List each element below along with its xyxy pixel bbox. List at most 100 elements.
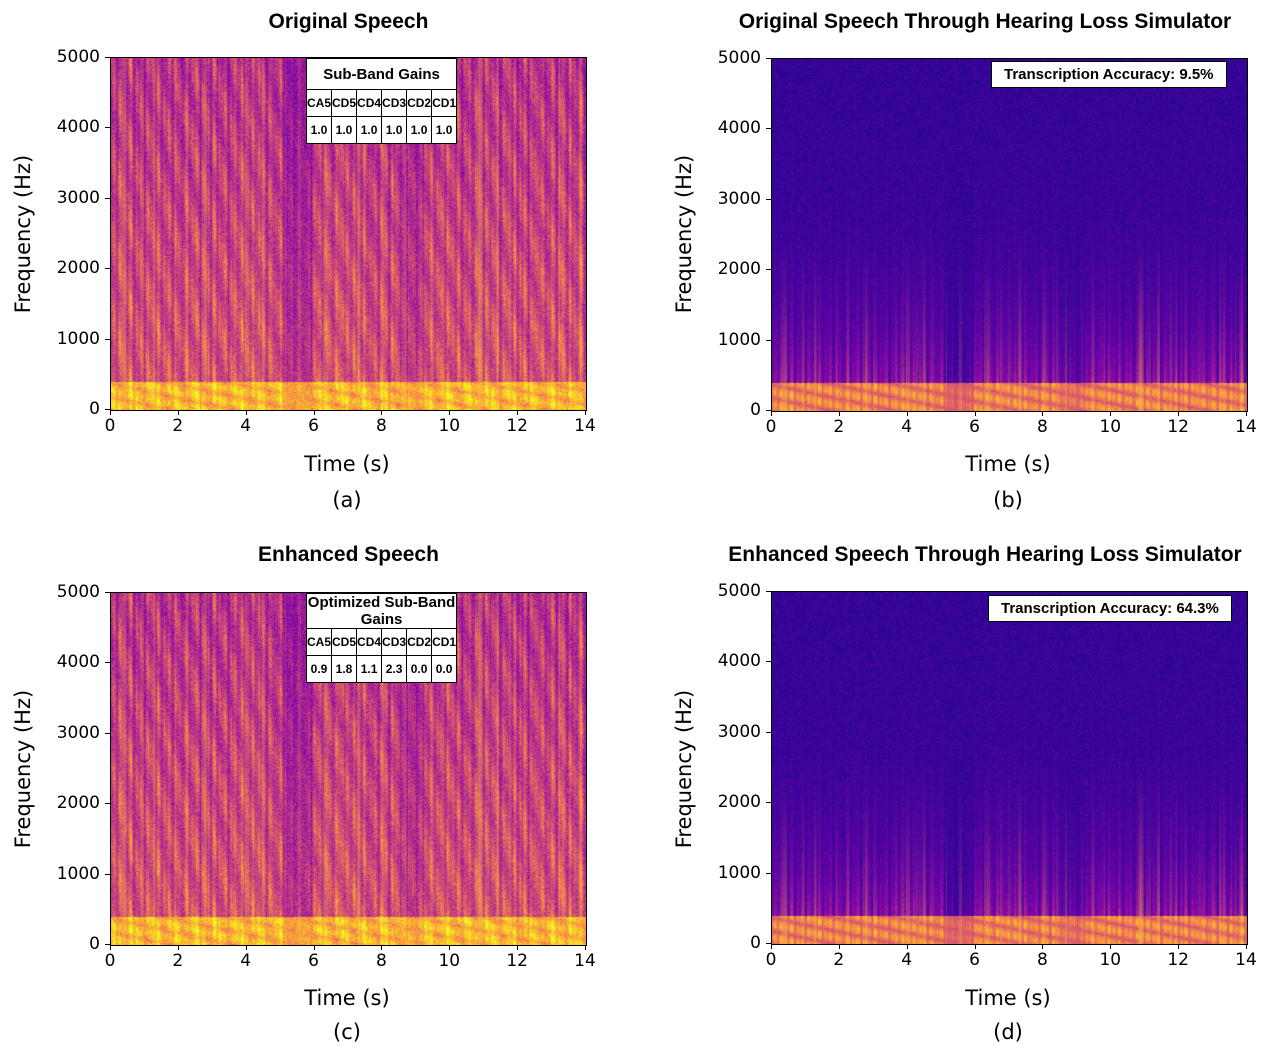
x-tick-mark	[906, 411, 908, 416]
y-tick-label: 2000	[717, 259, 761, 280]
y-tick-label: 5000	[717, 581, 761, 601]
x-tick-mark	[449, 945, 451, 950]
gain-value: 1.0	[305, 116, 333, 144]
x-tick-mark	[177, 945, 179, 950]
x-tick-label: 0	[765, 417, 777, 437]
x-tick-mark	[177, 410, 179, 415]
y-tick-mark	[105, 268, 110, 270]
chart-title: Enhanced Speech	[258, 543, 439, 566]
x-tick-mark	[381, 945, 383, 950]
spectrogram-plot	[771, 591, 1248, 945]
x-tick-mark	[1246, 411, 1247, 416]
gain-value: 1.0	[431, 116, 458, 144]
x-tick-mark	[1110, 944, 1112, 949]
gain-value: 1.0	[381, 116, 408, 144]
y-tick-label: 1000	[717, 862, 761, 883]
x-tick-label: 2	[172, 416, 184, 436]
gain-value: 1.0	[356, 116, 383, 144]
x-tick-label: 4	[240, 951, 252, 971]
x-tick-label: 8	[1037, 417, 1048, 437]
band-label: CD3	[381, 89, 408, 117]
y-tick-mark	[766, 58, 771, 59]
x-tick-mark	[838, 944, 840, 949]
y-tick-mark	[105, 732, 110, 734]
y-tick-mark	[105, 127, 110, 129]
panel-caption: (d)	[993, 1020, 1023, 1044]
spectrogram-plot	[771, 58, 1248, 412]
x-tick-mark	[1110, 411, 1112, 416]
accuracy-annotation: Transcription Accuracy: 64.3%	[988, 595, 1232, 622]
x-tick-mark	[517, 945, 519, 950]
x-tick-label: 6	[969, 950, 980, 970]
chart-title: Enhanced Speech Through Hearing Loss Sim…	[728, 543, 1242, 566]
x-tick-mark	[838, 411, 840, 416]
y-tick-mark	[105, 662, 110, 664]
band-label: CA5	[305, 628, 333, 656]
x-tick-mark	[1178, 411, 1180, 416]
x-tick-mark	[1246, 944, 1247, 949]
x-tick-mark	[110, 945, 111, 950]
x-tick-mark	[110, 410, 111, 415]
x-tick-label: 14	[1235, 417, 1257, 437]
x-tick-label: 12	[506, 951, 528, 971]
band-label: CD1	[431, 628, 458, 656]
y-axis-label: Frequency (Hz)	[11, 689, 35, 849]
gain-value: 0.0	[406, 655, 433, 683]
y-tick-mark	[105, 338, 110, 340]
y-tick-mark	[766, 943, 771, 944]
panel-caption: (b)	[993, 488, 1023, 512]
y-tick-label: 0	[89, 934, 100, 954]
x-tick-label: 0	[765, 950, 777, 970]
gain-table: Sub-Band Gains CA5 CD5 CD4 CD3 CD2 CD1 1.0 1.0 1.…	[305, 58, 458, 144]
x-tick-mark	[313, 945, 315, 950]
y-tick-label: 1000	[56, 328, 100, 349]
y-tick-mark	[766, 410, 771, 411]
x-tick-label: 4	[901, 417, 913, 437]
x-axis-label: Time (s)	[304, 986, 390, 1010]
chart-title: Original Speech Through Hearing Loss Sim…	[738, 10, 1232, 33]
y-tick-label: 1000	[56, 863, 100, 884]
band-label: CD1	[431, 89, 458, 117]
x-tick-label: 6	[308, 951, 319, 971]
band-label: CA5	[305, 89, 333, 117]
y-tick-mark	[766, 198, 771, 200]
gain-table-title: Sub-Band Gains	[305, 58, 458, 90]
x-tick-label: 2	[833, 417, 845, 437]
y-tick-label: 3000	[56, 187, 100, 208]
y-tick-label: 3000	[717, 721, 761, 742]
x-tick-label: 10	[438, 951, 461, 971]
spectrogram-canvas	[772, 59, 1247, 411]
accuracy-annotation: Transcription Accuracy: 9.5%	[991, 61, 1227, 88]
y-axis-label: Frequency (Hz)	[672, 689, 696, 849]
band-label: CD5	[331, 628, 358, 656]
y-tick-label: 4000	[56, 652, 100, 673]
x-tick-mark	[1042, 411, 1044, 416]
x-tick-label: 0	[104, 951, 116, 971]
x-tick-label: 14	[574, 416, 596, 436]
x-tick-mark	[974, 944, 976, 949]
y-tick-label: 2000	[56, 793, 100, 814]
gain-value: 1.1	[356, 655, 383, 683]
y-tick-mark	[766, 802, 771, 804]
gain-value: 0.9	[305, 655, 333, 683]
x-tick-label: 6	[308, 416, 319, 436]
x-tick-label: 8	[376, 416, 387, 436]
y-tick-label: 0	[750, 933, 761, 953]
x-tick-label: 12	[1167, 950, 1189, 970]
y-tick-label: 5000	[56, 47, 100, 67]
y-tick-label: 4000	[717, 651, 761, 672]
x-tick-label: 0	[104, 416, 116, 436]
y-tick-label: 2000	[56, 258, 100, 279]
y-tick-mark	[105, 592, 110, 593]
x-tick-label: 6	[969, 417, 980, 437]
y-tick-mark	[766, 731, 771, 733]
y-axis-label: Frequency (Hz)	[11, 154, 35, 314]
y-tick-mark	[766, 128, 771, 130]
x-tick-mark	[906, 944, 908, 949]
y-tick-label: 0	[89, 399, 100, 419]
y-tick-mark	[766, 872, 771, 874]
y-tick-mark	[105, 803, 110, 805]
panel-caption: (a)	[332, 488, 362, 512]
y-tick-mark	[105, 944, 110, 945]
y-tick-mark	[766, 339, 771, 341]
